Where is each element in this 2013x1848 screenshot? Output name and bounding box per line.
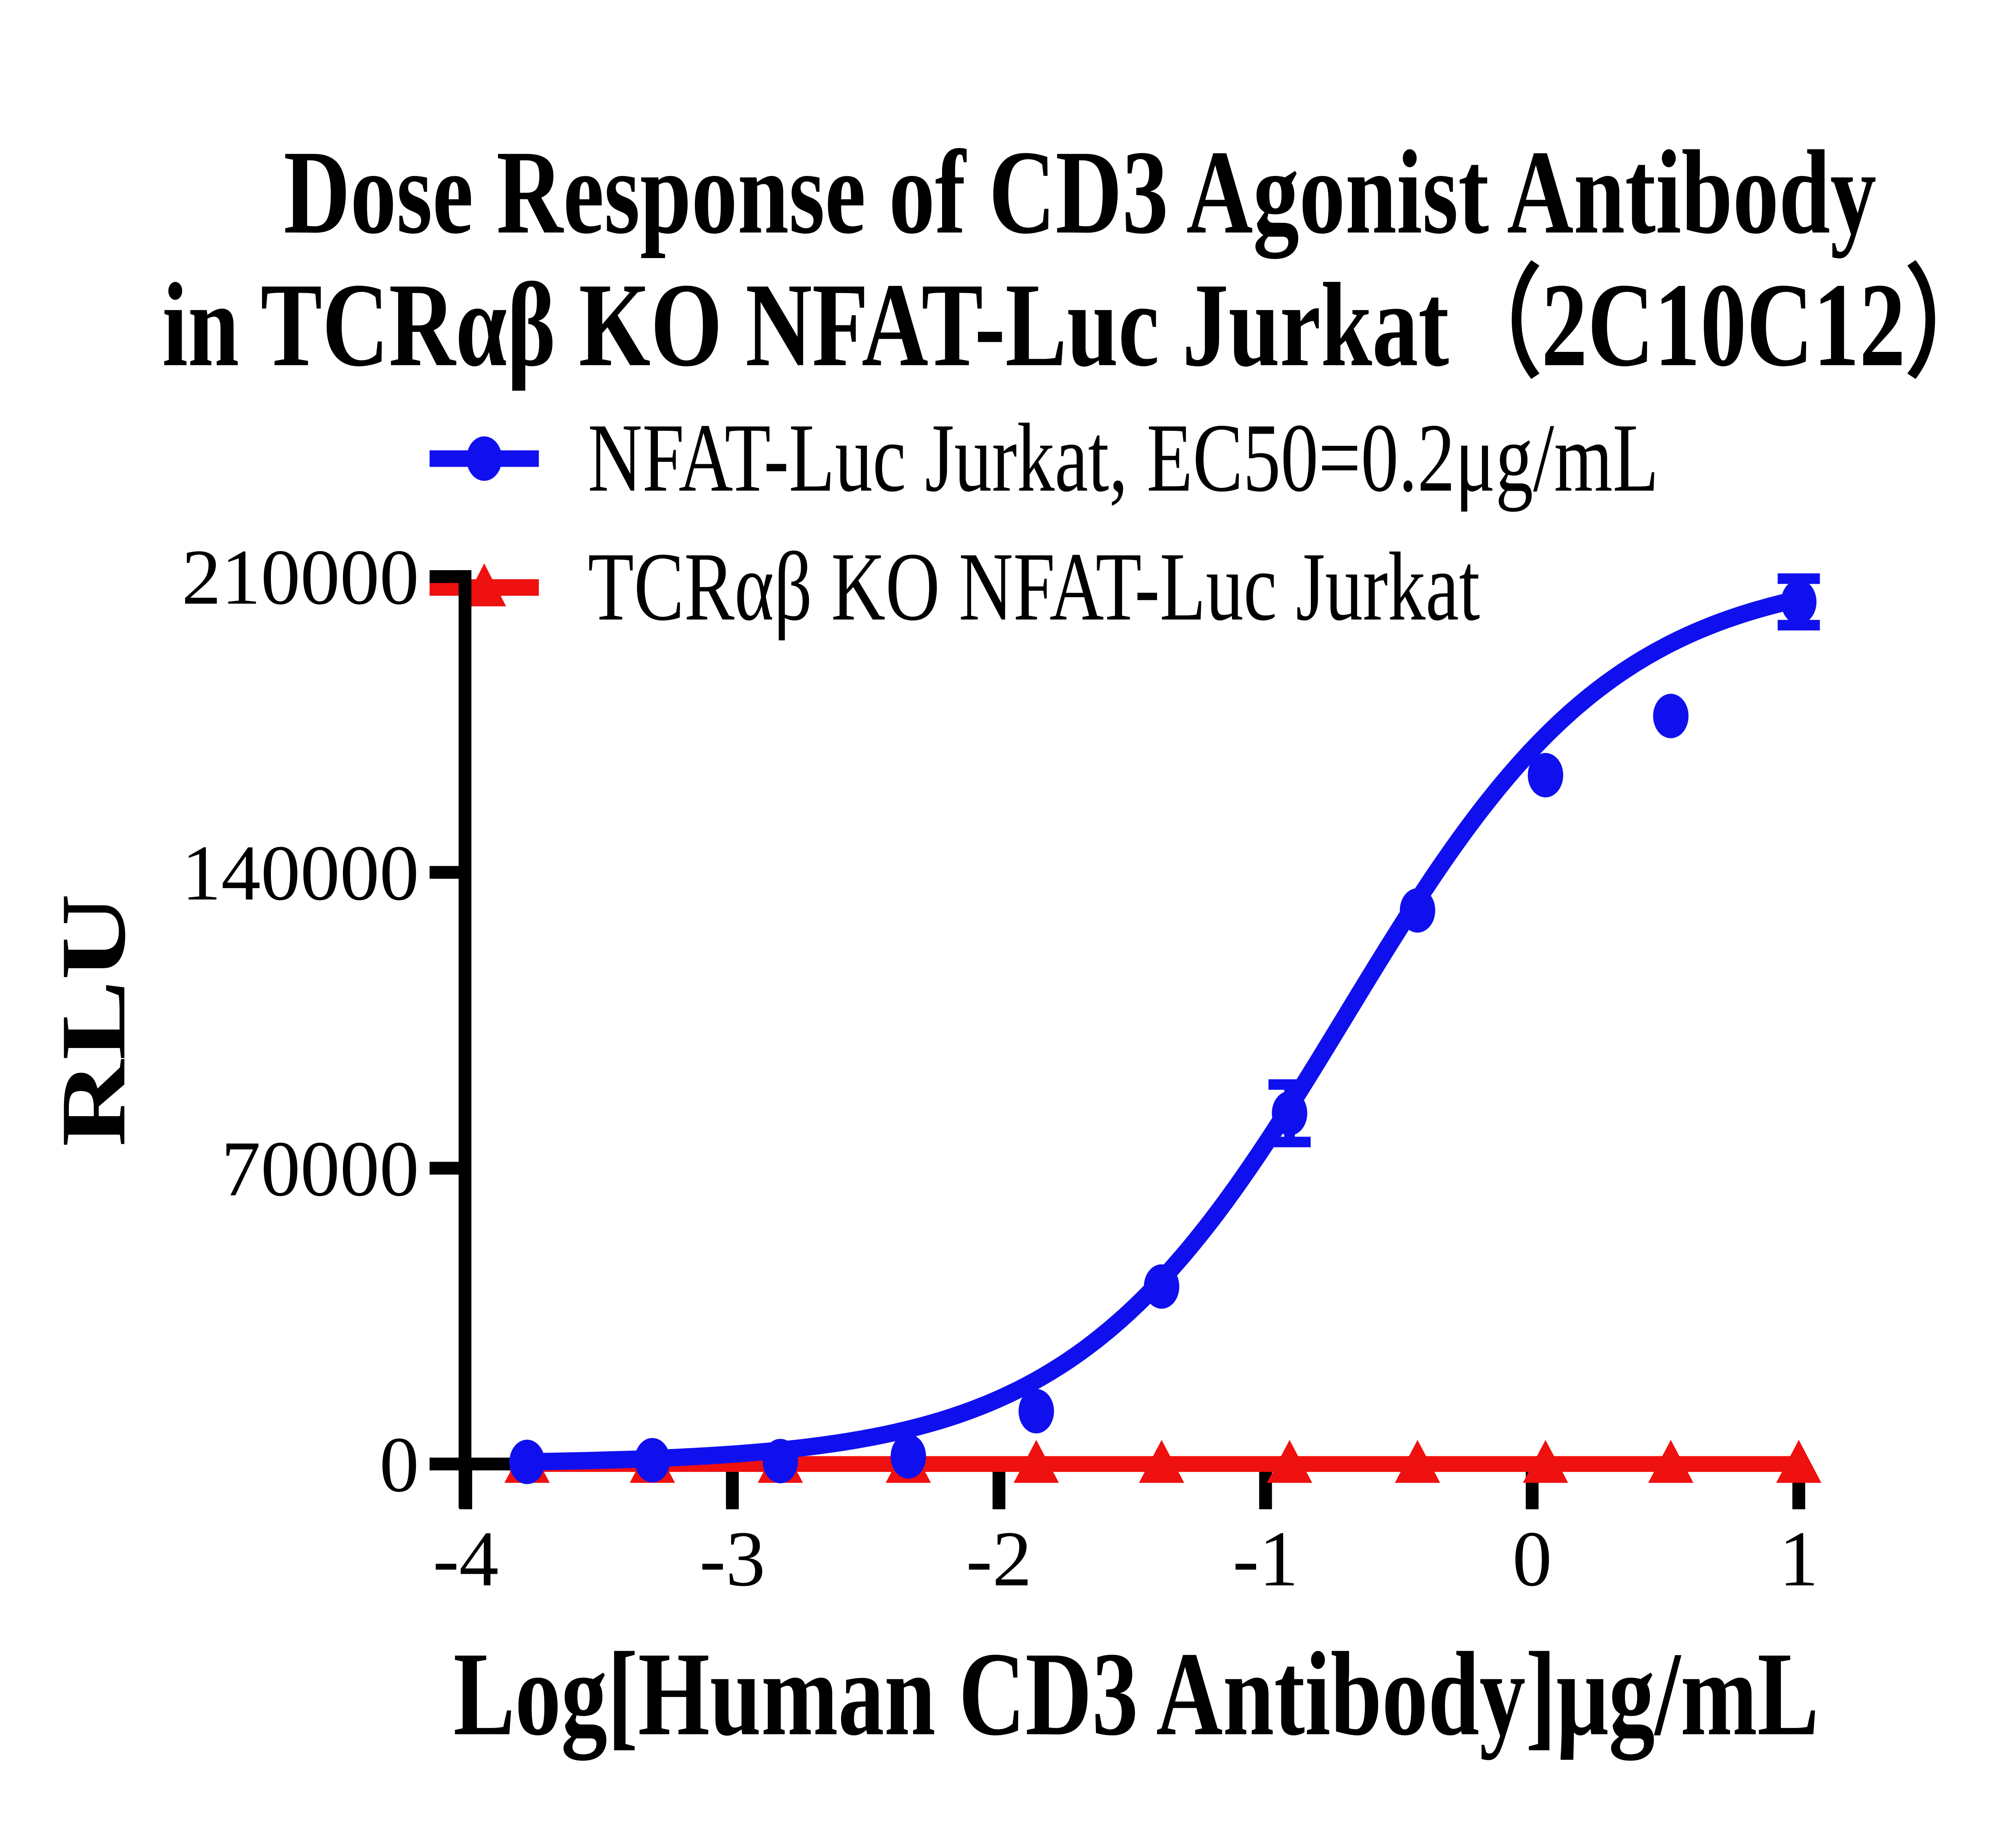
legend-triangle-marker-icon: [462, 563, 506, 606]
x-tick-label: -1: [1233, 1515, 1299, 1603]
x-tick-label: 1: [1779, 1515, 1819, 1603]
chart-title-line1: Dose Response of CD3 Agonist Antibody: [283, 126, 1876, 261]
blue-series-marker: [1653, 694, 1689, 738]
x-tick-label: -4: [433, 1515, 499, 1603]
blue-series-marker: [509, 1439, 545, 1484]
blue-series-marker: [1527, 753, 1563, 798]
legend-label-red: TCRαβ KO NFAT-Luc Jurkat: [588, 532, 1480, 641]
legend-item-tcrab-ko: TCRαβ KO NFAT-Luc Jurkat: [430, 532, 1480, 641]
chart-title-line2: in TCRαβ KO NFAT-Luc Jurkat（2C10C12）: [162, 258, 1998, 391]
red-series-marker: [1523, 1440, 1568, 1483]
red-series-marker: [1267, 1440, 1312, 1483]
y-tick-label: 0: [380, 1421, 419, 1509]
y-tick-label: 140000: [182, 829, 419, 917]
y-tick-label: 70000: [221, 1125, 419, 1213]
red-series-marker: [1395, 1440, 1441, 1483]
blue-series-marker: [1018, 1389, 1054, 1434]
blue-series-marker: [1781, 579, 1817, 624]
red-series-marker: [1648, 1440, 1694, 1483]
red-series-marker: [1139, 1440, 1184, 1483]
x-tick-label: -2: [966, 1515, 1032, 1603]
blue-series-marker: [1399, 888, 1435, 933]
blue-series-marker: [1144, 1264, 1180, 1309]
blue-fit-curve: [527, 591, 1798, 1471]
red-series-marker: [1776, 1440, 1822, 1483]
y-axis-title: RLU: [42, 893, 145, 1147]
legend: NFAT-Luc Jurkat, EC50=0.2μg/mL TCRαβ KO …: [430, 403, 1659, 641]
x-axis-title: Log[Human CD3 Antibody]μg/mL: [453, 1627, 1819, 1763]
legend-label-blue: NFAT-Luc Jurkat, EC50=0.2μg/mL: [588, 403, 1659, 512]
blue-series-marker: [891, 1434, 926, 1479]
legend-circle-marker-icon: [466, 436, 502, 481]
blue-series-marker: [634, 1438, 670, 1483]
x-tick-label: 0: [1513, 1515, 1552, 1603]
legend-item-nfat-luc-jurkat: NFAT-Luc Jurkat, EC50=0.2μg/mL: [430, 403, 1659, 512]
series-layer: [504, 573, 1822, 1484]
blue-series-marker: [763, 1439, 798, 1484]
blue-series-marker: [1272, 1091, 1308, 1136]
axes-layer: 0 70000 140000 210000 -4 -3 -2 -1 0 1: [182, 533, 1819, 1602]
x-tick-label: -3: [699, 1515, 765, 1603]
red-series-marker: [1013, 1440, 1059, 1483]
y-tick-label: 210000: [182, 533, 419, 621]
